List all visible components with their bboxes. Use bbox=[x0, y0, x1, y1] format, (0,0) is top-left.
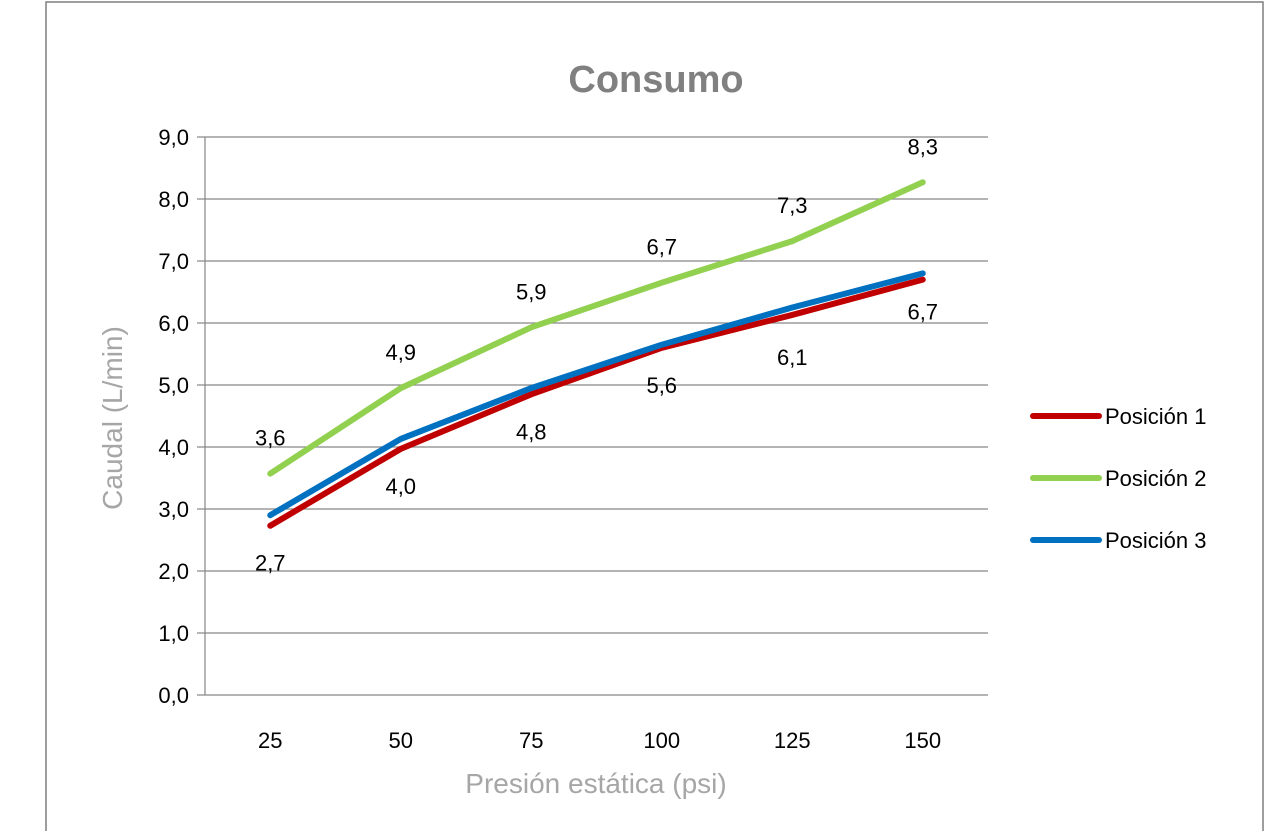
y-tick-label: 1,0 bbox=[158, 621, 189, 646]
x-tick-label: 50 bbox=[389, 728, 413, 753]
y-tick-label: 7,0 bbox=[158, 249, 189, 274]
series-group bbox=[267, 179, 926, 529]
y-axis-title: Caudal (L/min) bbox=[97, 326, 128, 510]
y-tick-label: 5,0 bbox=[158, 373, 189, 398]
x-tick-labels: 25 50 75 100 125 150 bbox=[258, 728, 941, 753]
data-label: 6,7 bbox=[907, 300, 938, 325]
series-line bbox=[267, 276, 926, 529]
data-label: 8,3 bbox=[907, 134, 938, 159]
y-tick-label: 2,0 bbox=[158, 559, 189, 584]
y-tick-label: 3,0 bbox=[158, 497, 189, 522]
x-tick-label: 150 bbox=[904, 728, 941, 753]
data-label: 3,6 bbox=[255, 426, 286, 451]
x-tick-label: 100 bbox=[643, 728, 680, 753]
legend: Posición 1 Posición 2 Posición 3 bbox=[1030, 404, 1207, 553]
x-axis-title: Presión estática (psi) bbox=[465, 768, 726, 799]
x-tick-label: 25 bbox=[258, 728, 282, 753]
x-tick-label: 125 bbox=[774, 728, 811, 753]
series-line bbox=[267, 270, 926, 519]
y-tick-labels: 0,0 1,0 2,0 3,0 4,0 5,0 6,0 7,0 8,0 9,0 bbox=[158, 125, 189, 708]
y-tick-label: 0,0 bbox=[158, 683, 189, 708]
data-label: 4,8 bbox=[516, 419, 547, 444]
data-label: 6,1 bbox=[777, 345, 808, 370]
x-tick-label: 75 bbox=[519, 728, 543, 753]
data-label: 7,3 bbox=[777, 193, 808, 218]
grid-lines bbox=[197, 136, 988, 696]
data-label: 5,6 bbox=[646, 373, 677, 398]
y-tick-label: 6,0 bbox=[158, 311, 189, 336]
y-tick-label: 4,0 bbox=[158, 435, 189, 460]
data-labels: 2,7 4,0 4,8 5,6 6,1 6,7 3,6 4,9 5,9 6,7 7,3 8,3 bbox=[255, 134, 938, 575]
chart-title: Consumo bbox=[568, 59, 743, 101]
data-label: 4,0 bbox=[385, 474, 416, 499]
series-line bbox=[267, 179, 926, 477]
data-label: 2,7 bbox=[255, 551, 286, 576]
legend-label: Posición 3 bbox=[1105, 528, 1207, 553]
legend-label: Posición 1 bbox=[1105, 404, 1207, 429]
legend-label: Posición 2 bbox=[1105, 466, 1207, 491]
data-label: 6,7 bbox=[646, 235, 677, 260]
y-tick-label: 8,0 bbox=[158, 187, 189, 212]
y-tick-label: 9,0 bbox=[158, 125, 189, 150]
data-label: 4,9 bbox=[385, 340, 416, 365]
data-label: 5,9 bbox=[516, 279, 547, 304]
